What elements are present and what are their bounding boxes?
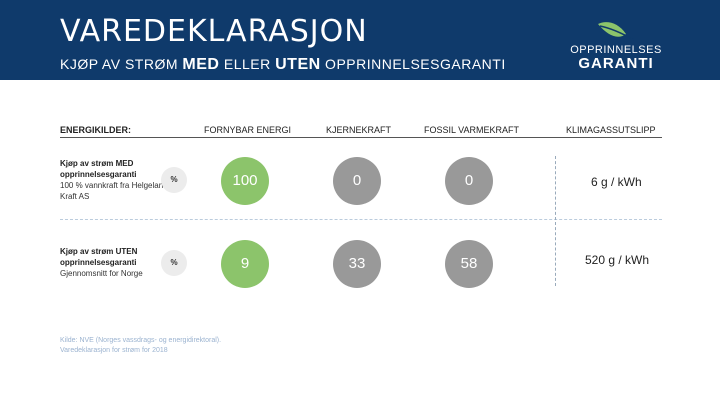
percent-badge: % xyxy=(161,167,187,193)
emissions-value: 520 g / kWh xyxy=(585,253,650,267)
logo-line2: GARANTI xyxy=(578,55,654,72)
nuclear-value: 33 xyxy=(333,240,381,288)
subtitle-uten: UTEN xyxy=(275,56,321,73)
page-title: VAREDEKLARASJON xyxy=(60,14,368,49)
subtitle-part: KJØP AV STRØM xyxy=(60,56,183,72)
page-subtitle: KJØP AV STRØM MED ELLER UTEN OPPRINNELSE… xyxy=(60,56,506,74)
row-label-sub: 100 % vannkraft fra Helgeland Kraft AS xyxy=(60,181,168,201)
percent-badge: % xyxy=(161,250,187,276)
subtitle-med: MED xyxy=(182,56,220,73)
logo-line1: OPPRINNELSES xyxy=(570,44,662,56)
nuclear-value: 0 xyxy=(333,157,381,205)
row-label-sub: Gjennomsnitt for Norge xyxy=(60,269,143,278)
emissions-value: 6 g / kWh xyxy=(591,175,642,189)
column-emissions: KLIMAGASSUTSLIPP xyxy=(566,125,656,135)
column-renewable: FORNYBAR ENERGI xyxy=(204,125,292,135)
renewable-value: 100 xyxy=(221,157,269,205)
subtitle-part: OPPRINNELSESGARANTI xyxy=(320,56,506,72)
row-label-uten: Kjøp av strøm UTEN opprinnelsesgaranti G… xyxy=(60,246,170,279)
row-divider xyxy=(60,219,662,220)
fossil-value: 58 xyxy=(445,240,493,288)
renewable-value: 9 xyxy=(221,240,269,288)
header-divider xyxy=(60,137,662,138)
fossil-value: 0 xyxy=(445,157,493,205)
source-line2: Varedeklarasjon for strøm for 2018 xyxy=(60,347,168,354)
column-energy-sources: ENERGIKILDER: xyxy=(60,125,132,135)
header-banner: VAREDEKLARASJON KJØP AV STRØM MED ELLER … xyxy=(0,0,720,80)
column-divider xyxy=(555,156,556,286)
row-label-title: Kjøp av strøm UTEN opprinnelsesgaranti xyxy=(60,247,138,267)
row-label-title: Kjøp av strøm MED opprinnelsesgaranti xyxy=(60,159,137,179)
source-note: Kilde: NVE (Norges vassdrags- og energid… xyxy=(60,336,221,356)
subtitle-part: ELLER xyxy=(219,56,276,72)
leaf-icon xyxy=(598,22,635,41)
row-label-med: Kjøp av strøm MED opprinnelsesgaranti 10… xyxy=(60,158,170,202)
column-nuclear: KJERNEKRAFT xyxy=(326,125,392,135)
column-fossil: FOSSIL VARMEKRAFT xyxy=(424,125,520,135)
source-line1: Kilde: NVE (Norges vassdrags- og energid… xyxy=(60,337,222,344)
